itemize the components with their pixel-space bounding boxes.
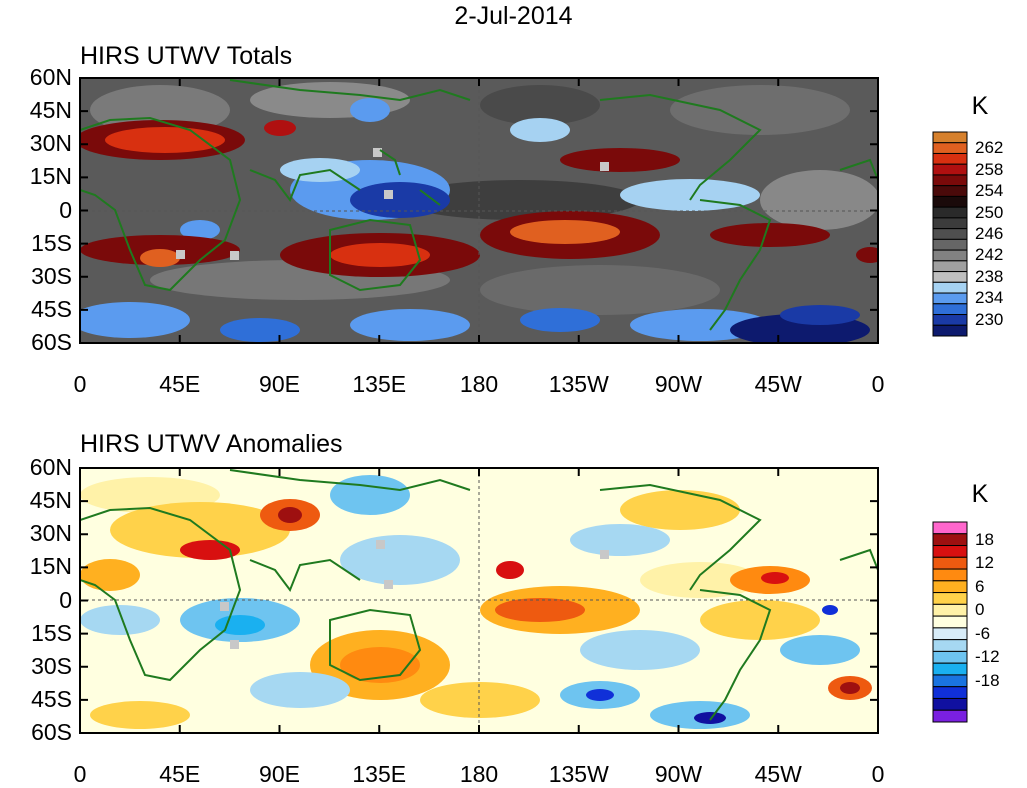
colorbar-swatch (932, 131, 968, 144)
anomalies-x-tick-label: 90W (654, 761, 703, 787)
totals-y-tick-label: 45S (31, 295, 72, 322)
colorbar-anomalies (932, 521, 968, 723)
colorbar-label: -6 (975, 623, 991, 643)
colorbar-label: 242 (975, 245, 1004, 265)
colorbar-swatch (932, 271, 968, 283)
anomalies-y-tick-label: 15S (31, 619, 72, 646)
colorbar-swatch (932, 674, 968, 688)
colorbar-swatch (932, 686, 968, 699)
colorbar-swatch (932, 195, 968, 208)
colorbar-swatch (932, 580, 968, 594)
colorbar-swatch (932, 185, 968, 197)
colorbar-swatch (932, 627, 968, 641)
colorbar-label: 254 (975, 181, 1004, 201)
anomalies-y-tick-label: 60S (31, 719, 72, 745)
colorbar-totals (932, 131, 968, 337)
totals-x-tick-label: 180 (459, 371, 499, 397)
totals-x-tick-label: 45W (754, 371, 802, 397)
anomalies-x-tick-label: 45W (754, 761, 802, 787)
colorbar-label: 230 (975, 309, 1004, 329)
anomalies-x-tick-label: 135W (548, 761, 609, 787)
panel-title-anomalies: HIRS UTWV Anomalies (80, 430, 343, 458)
anomalies-x-tick-label: 90E (259, 761, 300, 787)
anomalies-x-tick-label: 0 (73, 761, 87, 787)
totals-field (80, 78, 878, 343)
anomalies-x-tick-label: 135E (352, 761, 407, 787)
totals-y-tick-label: 45N (29, 97, 72, 124)
colorbar-label: 250 (975, 202, 1004, 222)
colorbar-swatch (932, 568, 968, 582)
colorbar-label: 246 (975, 224, 1004, 243)
colorbar-swatch (932, 249, 968, 262)
colorbar-swatch (932, 260, 968, 273)
colorbar-swatch (932, 142, 968, 154)
colorbar-label: 18 (975, 529, 994, 549)
colorbar-swatch (932, 324, 968, 337)
totals-x-tick-label: 45E (159, 371, 201, 397)
totals-y-tick-label: 60N (29, 64, 72, 90)
colorbar-swatch (932, 238, 968, 251)
anomalies-y-tick-label: 30N (29, 520, 72, 547)
totals-y-tick-label: 15S (31, 229, 72, 256)
colorbar-swatch (932, 709, 968, 723)
colorbar-swatch (932, 217, 968, 230)
colorbar-swatch (932, 603, 968, 617)
anomalies-y-tick-label: 60N (29, 454, 72, 480)
colorbar-swatch (932, 152, 968, 165)
anomalies-x-tick-label: 45E (159, 761, 201, 787)
anomalies-x-tick-label: 0 (871, 761, 885, 787)
colorbar-label: 238 (975, 266, 1004, 286)
figure-title: 2-Jul-2014 (454, 2, 573, 30)
totals-y-tick-label: 30S (31, 262, 72, 289)
colorbar-swatch (932, 163, 968, 176)
totals-x-tick-label: 90E (259, 371, 300, 397)
colorbar-label: 258 (975, 159, 1004, 179)
colorbar-swatch (932, 314, 968, 326)
totals-x-tick-label: 90W (654, 371, 703, 397)
colorbar-swatch (932, 650, 968, 664)
colorbar-swatch (932, 303, 968, 316)
colorbar-swatch (932, 521, 968, 535)
colorbar-label: -12 (975, 647, 1000, 667)
colorbar-label: 234 (975, 288, 1004, 308)
colorbar-label: 12 (975, 553, 994, 573)
anomalies-y-tick-label: 45S (31, 685, 72, 712)
anomalies-y-tick-label: 30S (31, 652, 72, 679)
colorbar-swatch (932, 639, 968, 652)
colorbar-swatch (932, 556, 968, 570)
colorbar-swatch (932, 533, 968, 547)
colorbar-label: 262 (975, 138, 1004, 158)
colorbar-label: 6 (975, 576, 985, 596)
colorbar-swatch (932, 615, 968, 629)
colorbar-swatch (932, 228, 968, 240)
totals-y-tick-label: 60S (31, 329, 72, 355)
colorbar-swatch (932, 174, 968, 187)
anomalies-x-tick-label: 180 (459, 761, 499, 787)
colorbar-swatch (932, 662, 968, 676)
totals-x-tick-label: 0 (871, 371, 885, 397)
colorbar-swatch (932, 281, 968, 294)
colorbar-swatch (932, 592, 968, 605)
panel-title-totals: HIRS UTWV Totals (80, 42, 293, 70)
totals-x-tick-label: 135W (548, 371, 609, 397)
colorbar-swatch (932, 545, 968, 558)
anomalies-y-tick-label: 15N (29, 553, 72, 580)
colorbar-unit-totals: K (971, 92, 989, 120)
colorbar-unit-anomalies: K (971, 480, 989, 508)
totals-y-tick-label: 15N (29, 163, 72, 190)
colorbar-swatch (932, 292, 968, 305)
colorbar-swatch (932, 206, 968, 219)
anomalies-field (80, 468, 878, 733)
totals-y-tick-label: 0 (59, 196, 72, 223)
totals-x-tick-label: 135E (352, 371, 407, 397)
anomalies-y-tick-label: 45N (29, 487, 72, 514)
colorbar-swatch (932, 697, 968, 711)
anomalies-y-tick-label: 0 (59, 586, 72, 613)
totals-x-tick-label: 0 (73, 371, 87, 397)
colorbar-label: -18 (975, 670, 1000, 690)
totals-y-tick-label: 30N (29, 130, 72, 157)
colorbar-label: 0 (975, 600, 985, 620)
